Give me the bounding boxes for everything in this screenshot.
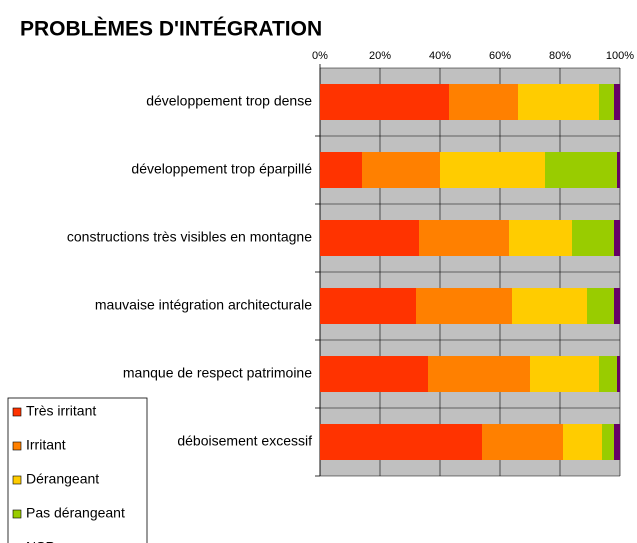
bar-segment	[614, 84, 620, 120]
bar-segment	[482, 424, 563, 460]
bar-segment	[320, 220, 419, 256]
x-tick-label: 0%	[312, 50, 328, 62]
legend-label: Très irritant	[26, 403, 96, 419]
y-tick-label: déboisement excessif	[177, 433, 312, 449]
bar-segment	[320, 288, 416, 324]
bar-segment	[530, 356, 599, 392]
y-tick-label: mauvaise intégration architecturale	[95, 297, 312, 313]
legend-label: Dérangeant	[26, 471, 99, 487]
legend-swatch	[12, 475, 22, 485]
bar-segment	[320, 356, 428, 392]
bar-segment	[614, 220, 620, 256]
bar-segment	[362, 152, 440, 188]
bar-segment	[449, 84, 518, 120]
bar-segment	[545, 152, 617, 188]
legend-box	[7, 397, 148, 543]
bar-segment	[614, 288, 620, 324]
x-tick-label: 20%	[369, 50, 391, 62]
y-tick-label: développement trop dense	[146, 93, 312, 109]
bar-segment	[617, 152, 620, 188]
bar-segment	[512, 288, 587, 324]
bar-segment	[440, 152, 545, 188]
bar-segment	[614, 424, 620, 460]
x-tick-label: 100%	[606, 50, 634, 62]
bar-segment	[320, 424, 482, 460]
y-tick-label: constructions très visibles en montagne	[67, 229, 312, 245]
bar-segment	[518, 84, 599, 120]
legend-swatch	[12, 441, 22, 451]
y-tick-label: développement trop éparpillé	[131, 161, 312, 177]
legend-label: Irritant	[26, 437, 66, 453]
legend-label: Pas dérangeant	[26, 505, 125, 521]
bar-segment	[572, 220, 614, 256]
legend-swatch	[12, 407, 22, 417]
bar-segment	[599, 356, 617, 392]
bar-segment	[320, 152, 362, 188]
chart-title: PROBLÈMES D'INTÉGRATION	[20, 18, 322, 41]
bar-segment	[587, 288, 614, 324]
bar-segment	[416, 288, 512, 324]
bar-segment	[599, 84, 614, 120]
x-tick-label: 80%	[549, 50, 571, 62]
bar-segment	[428, 356, 530, 392]
bar-segment	[509, 220, 572, 256]
bar-segment	[320, 84, 449, 120]
legend-label: NSP	[26, 539, 55, 543]
y-tick-label: manque de respect patrimoine	[123, 365, 312, 381]
bar-segment	[563, 424, 602, 460]
x-tick-label: 60%	[489, 50, 511, 62]
legend-swatch	[12, 509, 22, 519]
x-tick-label: 40%	[429, 50, 451, 62]
bar-segment	[419, 220, 509, 256]
bar-segment	[617, 356, 620, 392]
bar-segment	[602, 424, 614, 460]
